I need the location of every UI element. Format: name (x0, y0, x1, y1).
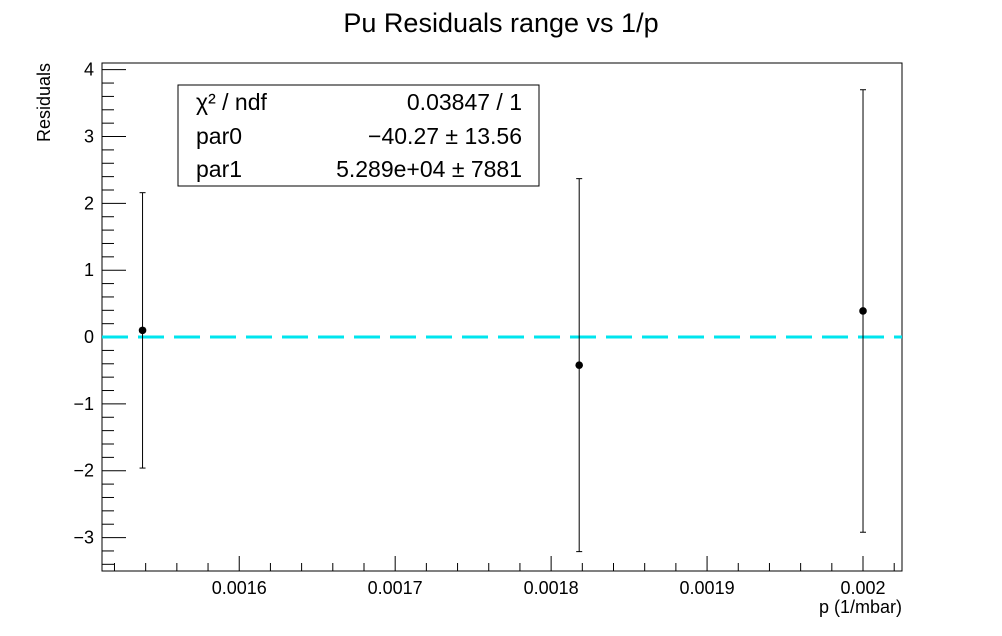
stats-box-frame (177, 84, 540, 187)
stats-label-chi2: χ² / ndf (196, 89, 267, 115)
stats-value-chi2: 0.03847 / 1 (407, 89, 522, 115)
x-tick-label: 0.002 (840, 578, 885, 598)
y-axis-label: Residuals (34, 63, 54, 142)
data-point (859, 307, 867, 315)
x-tick-label: 0.0018 (524, 578, 579, 598)
x-tick-label: 0.0016 (212, 578, 267, 598)
data-points (138, 89, 867, 553)
y-tick-label: 0 (84, 327, 94, 347)
data-point (138, 326, 147, 335)
chart-title: Pu Residuals range vs 1/p (343, 8, 658, 38)
y-axis: −3 −2 −1 0 1 2 3 4 (73, 60, 126, 565)
stats-label-par1: par1 (196, 156, 242, 182)
y-tick-label: −2 (73, 461, 94, 481)
x-axis-label: p (1/mbar) (819, 597, 902, 617)
y-tick-label: −3 (73, 528, 94, 548)
data-point (575, 361, 583, 369)
y-tick-label: 4 (84, 60, 94, 80)
y-tick-label: 1 (84, 260, 94, 280)
x-tick-label: 0.0017 (368, 578, 423, 598)
x-axis: 0.0016 0.0017 0.0018 0.0019 0.002 (113, 556, 895, 598)
plot-frame (101, 62, 903, 572)
fit-stats-box: χ² / ndf 0.03847 / 1 par0 −40.27 ± 13.56… (177, 84, 540, 187)
stats-value-par1: 5.289e+04 ± 7881 (336, 156, 522, 182)
stats-label-par0: par0 (196, 123, 242, 149)
y-tick-label: −1 (73, 394, 94, 414)
x-tick-label: 0.0019 (680, 578, 735, 598)
stats-value-par0: −40.27 ± 13.56 (368, 123, 522, 149)
y-tick-label: 2 (84, 193, 94, 213)
y-tick-label: 3 (84, 127, 94, 147)
